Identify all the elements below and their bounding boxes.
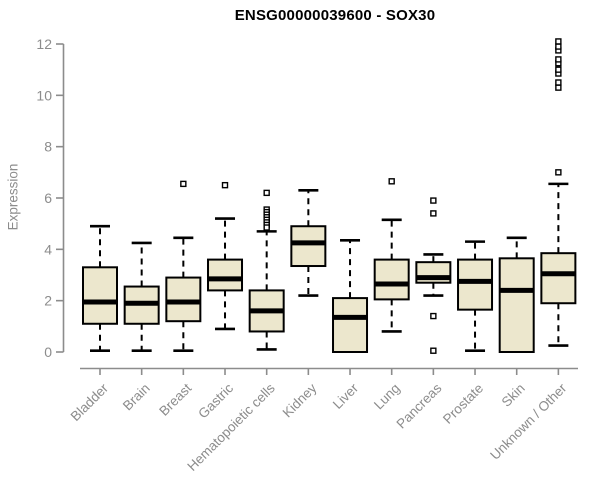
y-tick-label: 0 <box>44 344 52 360</box>
x-tick-label: Gastric <box>195 380 236 421</box>
outlier-point <box>430 312 437 320</box>
outlier-point <box>388 178 395 185</box>
outlier-point <box>430 210 437 217</box>
outlier-point <box>555 169 562 176</box>
y-tick-label: 8 <box>44 139 52 155</box>
x-tick-label: Pancreas <box>394 380 445 431</box>
x-tick-label: Skin <box>499 381 528 410</box>
y-tick-label: 4 <box>44 241 52 257</box>
iqr-box <box>373 258 410 301</box>
iqr-box <box>82 266 118 325</box>
boxplot-pancreas <box>415 197 452 354</box>
x-tick-label: Prostate <box>440 381 486 427</box>
boxplot-lung <box>373 178 410 333</box>
outlier-point <box>555 66 562 73</box>
x-tick-label: Breast <box>156 380 194 418</box>
iqr-box <box>540 252 577 305</box>
x-tick-label: Unknown / Other <box>487 380 570 463</box>
outlier-point <box>263 189 270 197</box>
boxplot-breast <box>165 180 202 353</box>
outlier-point <box>555 43 562 50</box>
outlier-point <box>430 347 437 354</box>
x-tick-label: Kidney <box>280 380 320 420</box>
chart-title: ENSG00000039600 - SOX30 <box>234 7 436 24</box>
boxplot-gastric <box>207 181 244 331</box>
y-tick-label: 2 <box>44 293 52 309</box>
iqr-box <box>498 257 535 354</box>
iqr-box <box>332 297 369 354</box>
boxplot-hematopoietic-cells <box>248 189 285 351</box>
boxplot-skin <box>498 236 535 354</box>
x-tick-label: Brain <box>120 381 153 414</box>
outlier-point <box>555 79 562 86</box>
outlier-point <box>555 38 562 45</box>
iqr-box <box>207 258 244 292</box>
y-tick-label: 10 <box>36 87 52 103</box>
boxplot-brain <box>123 241 160 353</box>
boxplot-prostate <box>457 240 494 353</box>
boxplot-liver <box>332 239 369 354</box>
y-tick-label: 12 <box>36 36 52 52</box>
y-tick-label: 6 <box>44 190 52 206</box>
iqr-box <box>165 276 202 323</box>
iqr-box <box>457 258 494 311</box>
iqr-box <box>290 225 327 268</box>
x-tick-label: Liver <box>330 380 362 412</box>
outlier-point <box>180 180 187 188</box>
x-tick-label: Bladder <box>68 380 112 424</box>
boxplot-kidney <box>290 189 327 297</box>
outlier-point <box>555 84 562 91</box>
outlier-point <box>221 181 229 189</box>
x-tick-label: Lung <box>371 381 403 413</box>
boxplot-unknown-other <box>540 38 577 347</box>
outlier-point <box>430 197 437 204</box>
outlier-point <box>555 56 562 63</box>
boxplot-bladder <box>82 224 118 353</box>
outlier-point <box>263 224 270 231</box>
